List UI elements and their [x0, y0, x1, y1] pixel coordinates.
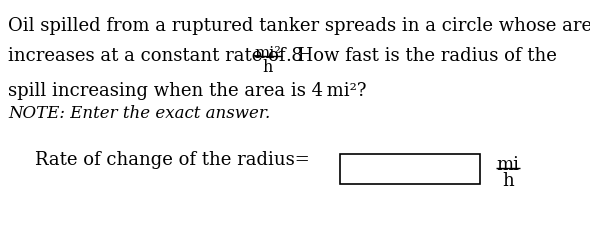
Text: NOTE: Enter the exact answer.: NOTE: Enter the exact answer. — [8, 105, 270, 121]
Text: mi: mi — [497, 155, 520, 173]
Text: mi²: mi² — [254, 45, 281, 62]
Text: increases at a constant rate of 8: increases at a constant rate of 8 — [8, 47, 303, 65]
Text: h: h — [502, 171, 514, 189]
Text: Oil spilled from a ruptured tanker spreads in a circle whose area: Oil spilled from a ruptured tanker sprea… — [8, 17, 590, 35]
Text: spill increasing when the area is 4 mi²?: spill increasing when the area is 4 mi²? — [8, 82, 366, 100]
Bar — [340, 154, 480, 184]
Text: . How fast is the radius of the: . How fast is the radius of the — [286, 47, 557, 65]
Text: Rate of change of the radius=: Rate of change of the radius= — [35, 150, 310, 168]
Text: h: h — [263, 59, 273, 76]
